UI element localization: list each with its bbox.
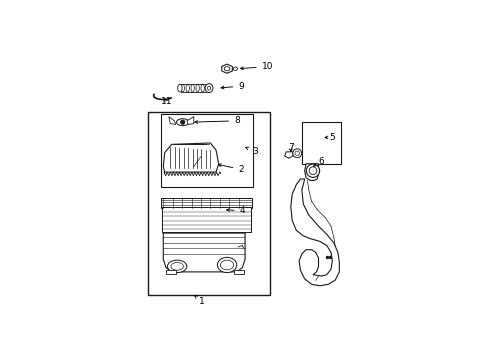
Bar [166, 270, 175, 274]
Bar [181, 84, 206, 92]
Text: 6: 6 [313, 157, 324, 166]
Ellipse shape [181, 84, 184, 92]
Polygon shape [290, 179, 339, 286]
Ellipse shape [205, 84, 212, 93]
Ellipse shape [185, 84, 189, 92]
Ellipse shape [167, 260, 186, 273]
Ellipse shape [233, 67, 237, 70]
Polygon shape [163, 143, 218, 172]
Text: 9: 9 [221, 82, 244, 91]
Ellipse shape [201, 84, 204, 92]
Ellipse shape [292, 149, 301, 158]
Polygon shape [168, 117, 175, 125]
Bar [233, 270, 243, 274]
Ellipse shape [191, 84, 194, 92]
Ellipse shape [294, 151, 299, 156]
Ellipse shape [305, 164, 319, 177]
Text: 11: 11 [160, 97, 172, 106]
Text: 3: 3 [245, 147, 257, 156]
Polygon shape [163, 233, 244, 272]
Text: 10: 10 [240, 62, 273, 71]
Text: 4: 4 [226, 206, 244, 215]
Ellipse shape [220, 260, 233, 270]
Text: 7: 7 [287, 143, 293, 152]
Polygon shape [186, 117, 193, 125]
Text: 8: 8 [194, 116, 239, 125]
Polygon shape [284, 152, 292, 158]
Bar [148, 112, 269, 296]
Text: 5: 5 [325, 133, 335, 142]
Ellipse shape [196, 84, 199, 92]
Polygon shape [222, 64, 232, 73]
Circle shape [180, 120, 184, 125]
Ellipse shape [224, 67, 229, 71]
Ellipse shape [207, 86, 210, 90]
Ellipse shape [171, 262, 183, 270]
Polygon shape [304, 164, 318, 180]
Ellipse shape [217, 257, 236, 273]
Text: 1: 1 [194, 295, 204, 306]
Bar [160, 198, 251, 208]
Bar [160, 114, 253, 187]
Ellipse shape [177, 84, 182, 92]
Ellipse shape [176, 119, 188, 126]
Bar [301, 122, 340, 164]
Ellipse shape [308, 167, 316, 175]
Text: 2: 2 [218, 164, 243, 174]
Bar [162, 207, 250, 232]
